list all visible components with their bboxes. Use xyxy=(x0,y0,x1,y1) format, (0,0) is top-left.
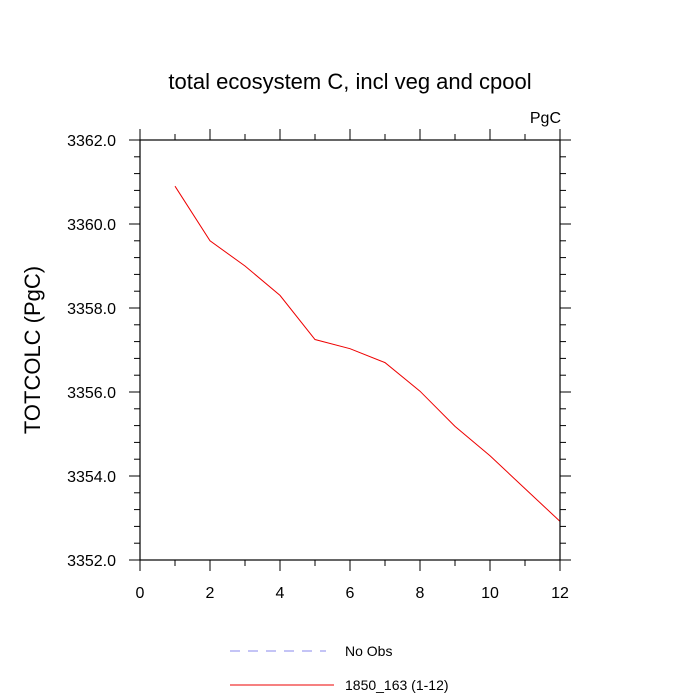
x-tick-label: 10 xyxy=(481,585,499,602)
y-tick-label: 3358.0 xyxy=(67,301,116,318)
units-label: PgC xyxy=(530,110,561,127)
legend-label: No Obs xyxy=(345,643,392,659)
legend: No Obs 1850_163 (1-12) xyxy=(230,643,449,693)
y-tick-label: 3354.0 xyxy=(67,469,116,486)
x-tick-label: 8 xyxy=(416,585,425,602)
series-line xyxy=(174,185,561,522)
x-tick-label: 6 xyxy=(346,585,355,602)
x-tick-label: 12 xyxy=(551,585,569,602)
y-tick-label: 3352.0 xyxy=(67,553,116,570)
x-tick-labels: 0 2 4 6 8 10 12 xyxy=(136,585,569,602)
plot-frame xyxy=(139,139,561,561)
y-tick-label: 3360.0 xyxy=(67,217,116,234)
y-tick-labels: 3352.0 3354.0 3356.0 3358.0 3360.0 3362.0 xyxy=(67,133,116,570)
x-tick-label: 4 xyxy=(276,585,285,602)
y-tick-label: 3362.0 xyxy=(67,133,116,150)
x-tick-label: 0 xyxy=(136,585,145,602)
x-tick-label: 2 xyxy=(206,585,215,602)
y-axis-label: TOTCOLC (PgC) xyxy=(20,266,45,434)
legend-label: 1850_163 (1-12) xyxy=(345,677,449,693)
y-tick-label: 3356.0 xyxy=(67,385,116,402)
plot-area xyxy=(174,185,561,522)
ticks-layer xyxy=(129,129,571,571)
chart-title: total ecosystem C, incl veg and cpool xyxy=(168,69,531,94)
